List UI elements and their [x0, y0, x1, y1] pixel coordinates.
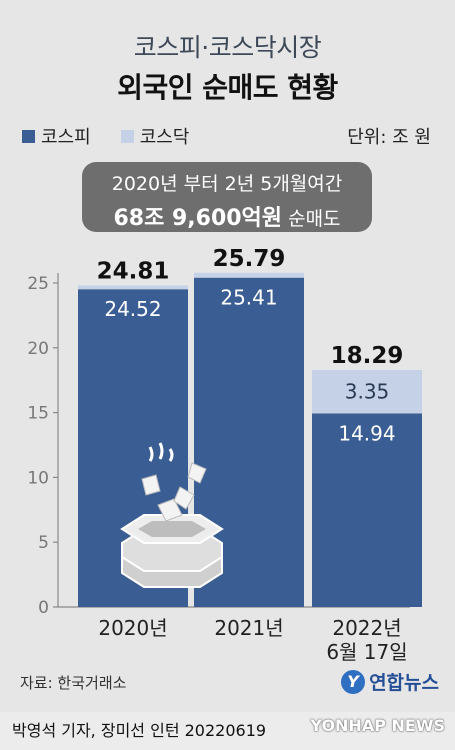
data-label-total: 25.79 — [213, 246, 286, 272]
data-label-kospi: 14.94 — [338, 421, 395, 445]
legend-swatch-kosdaq — [120, 129, 134, 143]
data-label-total: 18.29 — [331, 343, 404, 369]
bar-kosdaq — [312, 369, 422, 414]
legend-item-kospi: 코스피 — [22, 123, 91, 149]
x-category-label: 6월 17일 — [326, 640, 407, 664]
source-label: 자료: 한국거래소 — [20, 674, 127, 692]
callout-amount: 68조 9,600억원 — [113, 206, 283, 231]
legend-label-kospi: 코스피 — [41, 127, 91, 148]
unit-label: 단위: 조 원 — [347, 127, 431, 148]
yonhap-logo: Y 연합뉴스 — [341, 668, 439, 695]
y-tick-label: 5 — [38, 533, 49, 553]
callout-line2: 68조 9,600억원 순매도 — [82, 200, 372, 232]
y-tick-label: 20 — [27, 339, 49, 359]
x-category-label: 2022년 — [332, 616, 401, 640]
callout-line1: 2020년 부터 2년 5개월여간 — [111, 173, 343, 195]
bar-kospi — [312, 413, 422, 607]
legend-swatch-kospi — [22, 129, 35, 143]
callout-suffix: 순매도 — [288, 208, 341, 230]
x-category-label: 2020년 — [98, 616, 167, 640]
y-tick-label: 15 — [27, 404, 49, 424]
bar-kosdaq — [78, 285, 188, 290]
data-label-kosdaq: 3.35 — [345, 380, 390, 404]
y-tick-label: 10 — [27, 468, 49, 488]
data-label-kospi: 25.41 — [220, 286, 277, 310]
byline: 박영석 기자, 장미선 인턴 20220619 — [12, 721, 267, 740]
callout-box: 2020년 부터 2년 5개월여간 68조 9,600억원 순매도 — [82, 162, 372, 232]
money-box-illustration — [120, 442, 224, 588]
bar-chart: 0 5 10 15 20 25 24.52 24.81 2020년 25.41 25.79 2021… — [27, 246, 422, 664]
yonhap-logo-icon: Y — [341, 669, 366, 694]
title-line2: 외국인 순매도 현황 — [117, 71, 338, 104]
x-category-label: 2021년 — [214, 616, 283, 640]
bar-kosdaq — [194, 272, 304, 278]
watermark: YONHAP NEWS — [310, 716, 445, 735]
data-label-total: 24.81 — [97, 258, 170, 284]
yonhap-logo-text: 연합뉴스 — [369, 672, 439, 694]
y-tick-label: 0 — [38, 598, 49, 618]
y-tick-label: 25 — [27, 274, 49, 294]
legend: 코스피 코스닥 — [22, 123, 219, 149]
legend-item-kosdaq: 코스닥 — [120, 123, 190, 149]
data-label-kospi: 24.52 — [104, 297, 161, 321]
title-line1: 코스피·코스닥시장 — [133, 33, 322, 62]
legend-label-kosdaq: 코스닥 — [139, 127, 190, 148]
